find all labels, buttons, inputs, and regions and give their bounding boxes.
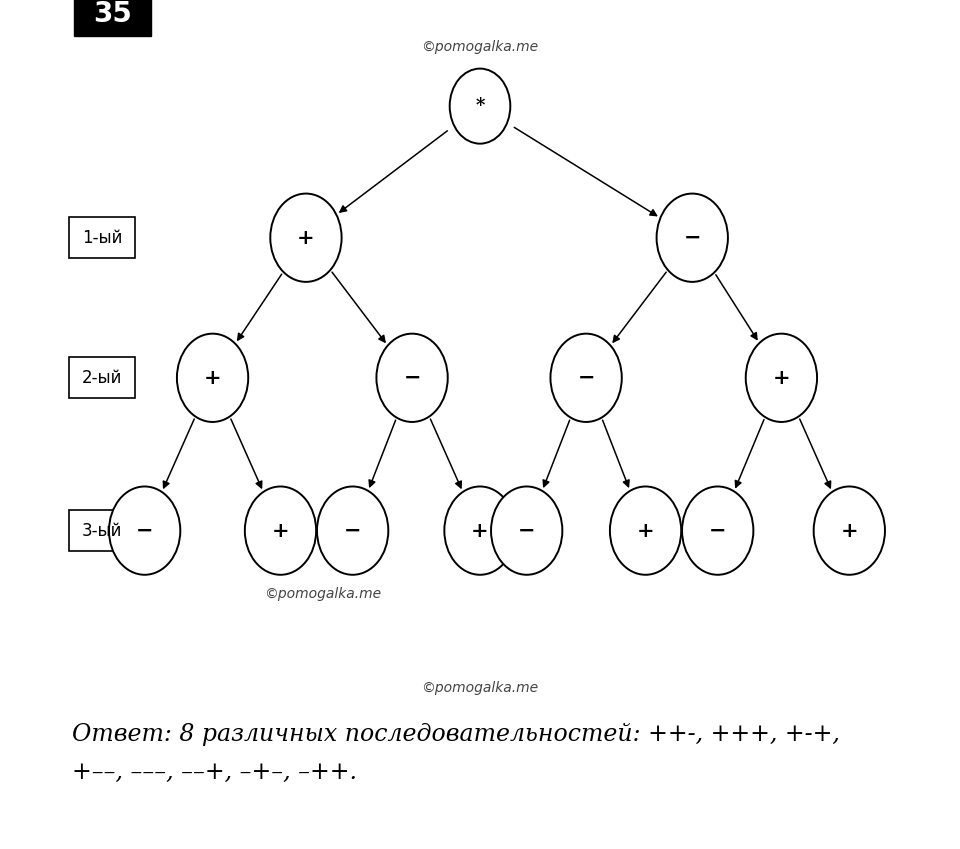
FancyBboxPatch shape — [69, 357, 135, 398]
Ellipse shape — [550, 334, 622, 422]
Text: ©pomogalka.me: ©pomogalka.me — [421, 681, 539, 694]
Text: ©pomogalka.me: ©pomogalka.me — [421, 40, 539, 53]
Text: +: + — [841, 520, 858, 541]
Text: −: − — [577, 368, 595, 388]
Text: +: + — [298, 228, 315, 248]
Text: −: − — [684, 228, 701, 248]
Ellipse shape — [109, 486, 180, 575]
Text: −: − — [709, 520, 727, 541]
Ellipse shape — [682, 486, 754, 575]
Text: Ответ: 8 различных последовательностей: ++-, +++, +-+,: Ответ: 8 различных последовательностей: … — [72, 722, 840, 746]
Ellipse shape — [271, 194, 342, 282]
Text: −: − — [518, 520, 536, 541]
Ellipse shape — [610, 486, 682, 575]
Text: 35: 35 — [93, 0, 132, 27]
Text: 3-ый: 3-ый — [82, 521, 122, 540]
Ellipse shape — [376, 334, 447, 422]
Ellipse shape — [449, 69, 511, 143]
FancyBboxPatch shape — [74, 0, 151, 36]
Ellipse shape — [491, 486, 563, 575]
FancyBboxPatch shape — [69, 510, 135, 551]
Text: +: + — [272, 520, 289, 541]
Text: +: + — [773, 368, 790, 388]
Ellipse shape — [177, 334, 249, 422]
Text: −: − — [136, 520, 154, 541]
Text: +: + — [471, 520, 489, 541]
Ellipse shape — [317, 486, 388, 575]
Ellipse shape — [444, 486, 516, 575]
Text: 1-ый: 1-ый — [82, 228, 122, 247]
Text: ©pomogalka.me: ©pomogalka.me — [264, 588, 381, 601]
FancyBboxPatch shape — [69, 217, 135, 258]
Text: −: − — [403, 368, 420, 388]
Text: *: * — [475, 97, 485, 115]
Ellipse shape — [657, 194, 728, 282]
Text: +: + — [636, 520, 655, 541]
Ellipse shape — [245, 486, 316, 575]
Ellipse shape — [814, 486, 885, 575]
Text: 2-ый: 2-ый — [82, 368, 122, 387]
Text: +––, –––, ––+, –+–, –++.: +––, –––, ––+, –+–, –++. — [72, 761, 357, 784]
Ellipse shape — [746, 334, 817, 422]
Text: +: + — [204, 368, 222, 388]
Text: −: − — [344, 520, 361, 541]
